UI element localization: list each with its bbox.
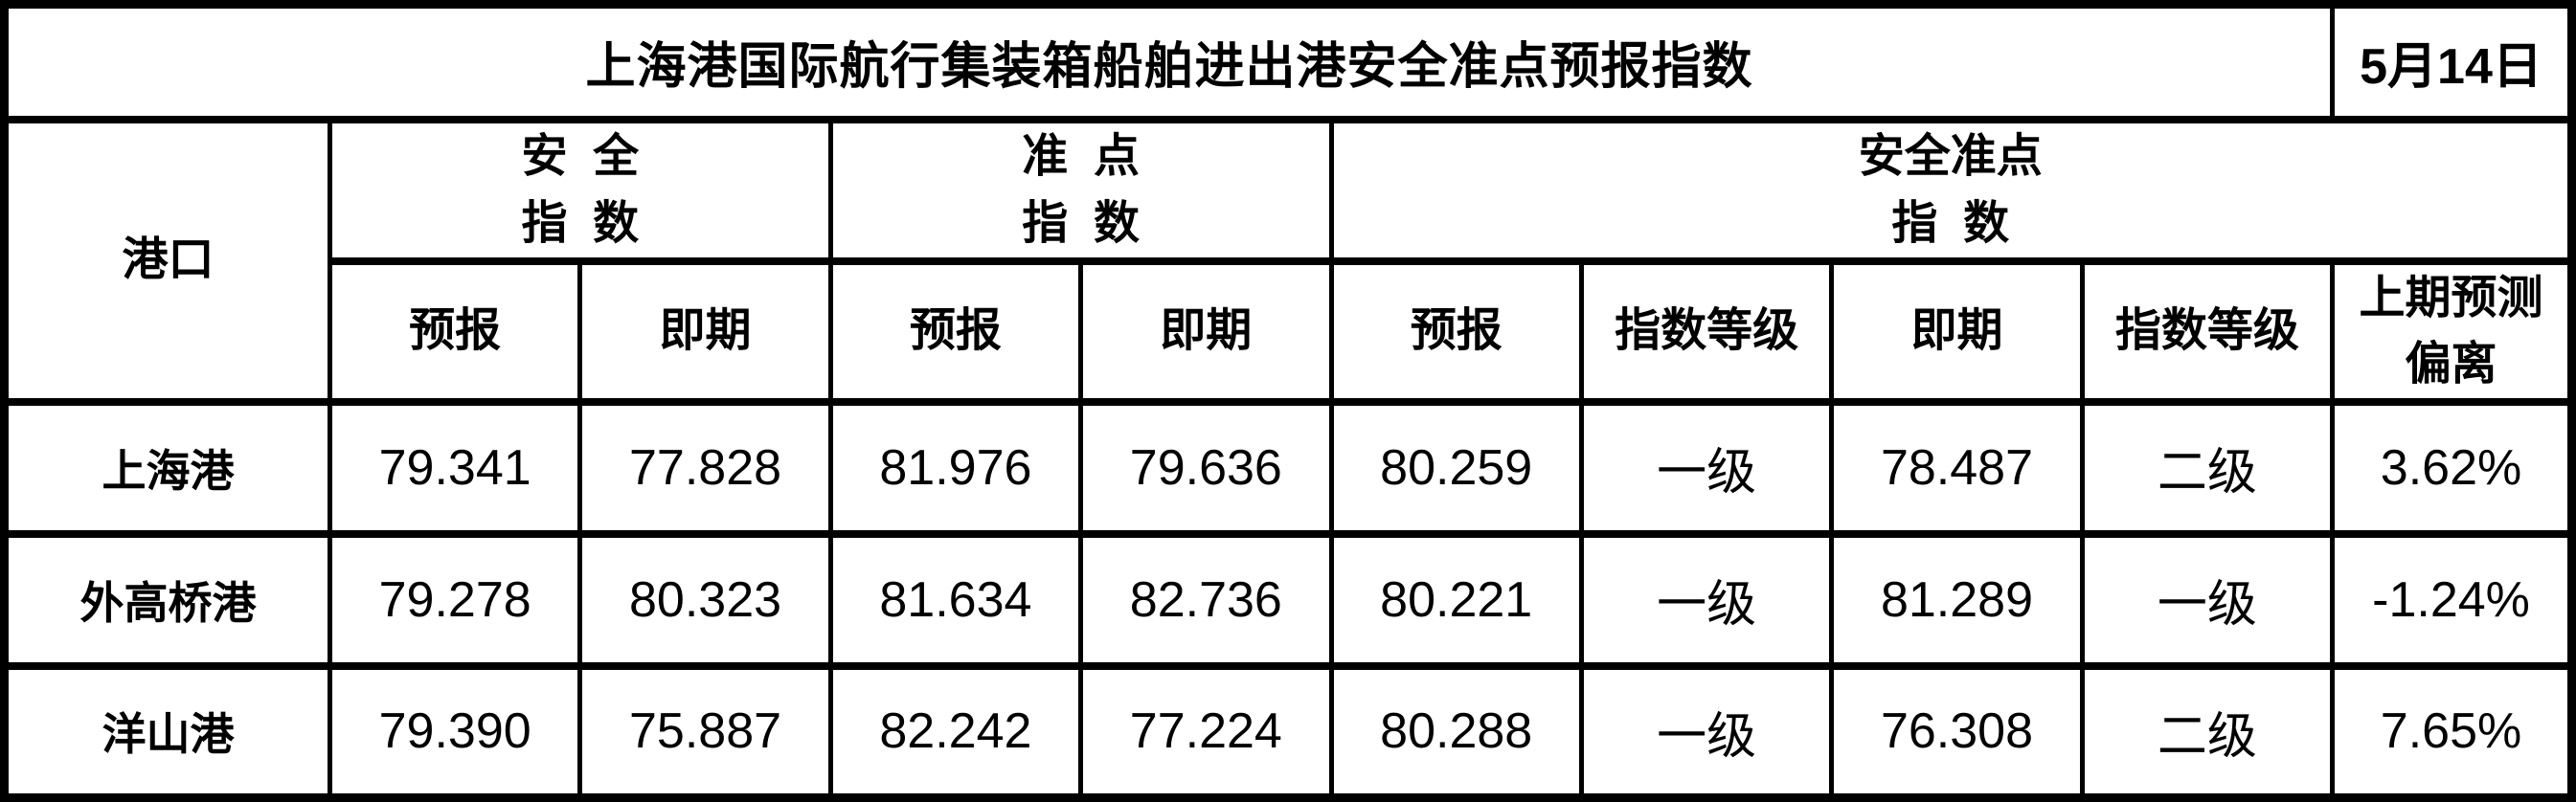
table-title: 上海港国际航行集装箱船舶进出港安全准点预报指数 [1,0,2336,123]
header-sub-row: 预报 即期 预报 即期 预报 指数等级 即期 指数等级 上期预测 偏离 [5,256,2574,406]
sp-forecast-grade: 一级 [1578,397,1835,538]
port-name: 洋山港 [2,661,332,802]
punctuality-current-value: 77.224 [1078,661,1334,802]
sp-current-value: 76.308 [1829,661,2085,802]
col-header-safety-forecast: 预报 [327,256,583,406]
report-date: 5月14日 [2330,0,2574,123]
table-row-shanghai: 上海港 79.341 77.828 81.976 79.636 80.259 一… [2,397,2574,538]
col-group-safety-index: 安 全 指 数 [327,115,833,265]
col-header-port: 港口 [2,115,332,406]
col-header-sp-current-grade: 指数等级 [2079,256,2336,406]
prev-forecast-deviation: 3.62% [2330,397,2574,538]
col-header-sp-forecast-grade: 指数等级 [1578,256,1835,406]
punctuality-forecast-value: 82.242 [827,661,1084,802]
col-header-sp-forecast: 预报 [1328,256,1584,406]
sp-current-grade: 二级 [2079,661,2336,802]
safety-forecast-value: 79.341 [327,397,583,538]
safety-current-value: 77.828 [577,397,833,538]
safety-forecast-value: 79.390 [327,661,583,802]
sp-current-value: 81.289 [1829,529,2085,670]
title-row: 上海港国际航行集装箱船舶进出港安全准点预报指数 5月14日 [1,0,2574,123]
punctuality-current-value: 79.636 [1078,397,1334,538]
port-name: 上海港 [2,397,332,538]
table-row-yangshan: 洋山港 79.390 75.887 82.242 77.224 80.288 一… [2,661,2574,802]
col-header-punctuality-forecast: 预报 [827,256,1084,406]
sp-forecast-value: 80.288 [1328,661,1584,802]
col-header-sp-current: 即期 [1829,256,2085,406]
col-group-safety-punctuality-index: 安全准点 指 数 [1328,115,2574,265]
punctuality-current-value: 82.736 [1078,529,1334,670]
col-group-punctuality-index: 准 点 指 数 [827,115,1334,265]
port-name: 外高桥港 [2,529,332,670]
table-row-waigaoqiao: 外高桥港 79.278 80.323 81.634 82.736 80.221 … [2,529,2574,670]
sp-current-value: 78.487 [1829,397,2085,538]
sp-current-grade: 二级 [2079,397,2336,538]
safety-current-value: 75.887 [577,661,833,802]
col-header-punctuality-current: 即期 [1078,256,1334,406]
punctuality-forecast-value: 81.634 [827,529,1084,670]
safety-forecast-value: 79.278 [327,529,583,670]
sp-forecast-value: 80.221 [1328,529,1584,670]
header-group-row: 港口 安 全 指 数 准 点 指 数 安全准点 指 数 [2,115,2574,406]
col-header-prev-forecast-deviation: 上期预测 偏离 [2330,256,2574,406]
col-header-safety-current: 即期 [577,256,833,406]
sp-forecast-value: 80.259 [1328,397,1584,538]
prev-forecast-deviation: -1.24% [2330,529,2574,670]
sp-current-grade: 一级 [2079,529,2336,670]
safety-current-value: 80.323 [577,529,833,670]
punctuality-forecast-value: 81.976 [827,397,1084,538]
sp-forecast-grade: 一级 [1578,661,1835,802]
prev-forecast-deviation: 7.65% [2330,661,2574,802]
sp-forecast-grade: 一级 [1578,529,1835,670]
